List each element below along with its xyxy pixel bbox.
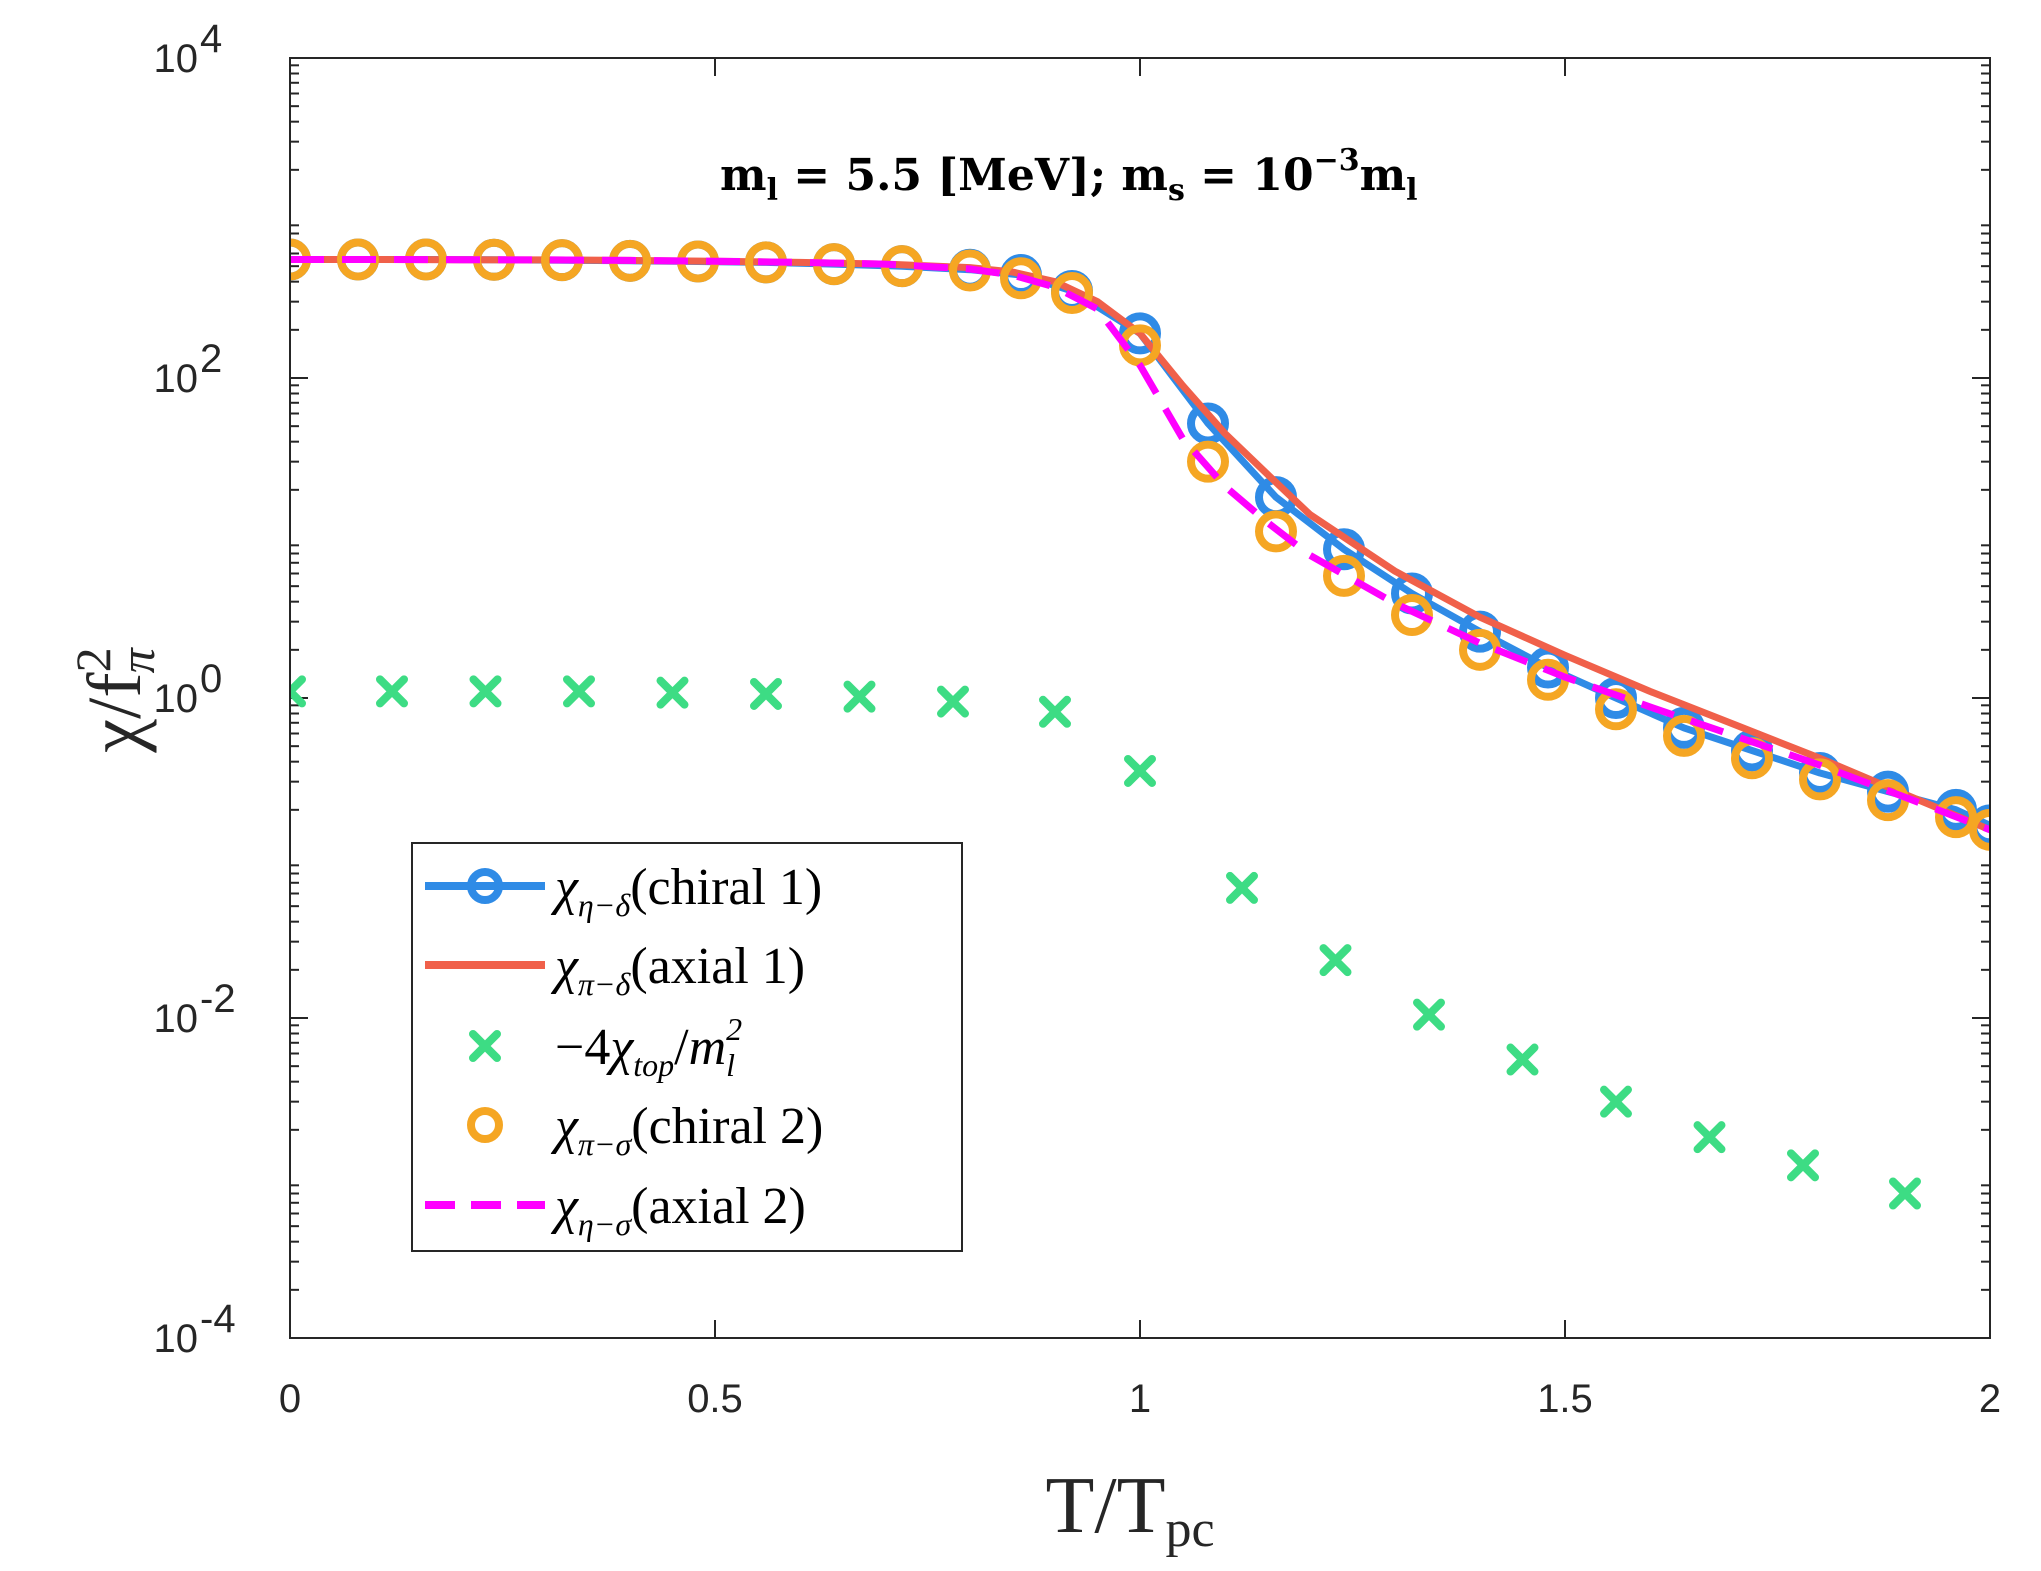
y-tick-exponent: 4 — [200, 17, 222, 61]
legend-entry-chi-eta-sigma: χη−σ(axial 2) — [425, 1178, 806, 1242]
y-tick-exponent: 2 — [200, 337, 222, 381]
x-tick-label: 0 — [279, 1377, 301, 1421]
data-point — [1051, 271, 1093, 314]
data-point — [1187, 440, 1229, 483]
minor-ticks — [290, 64, 1990, 1291]
y-tick-label: 10 — [154, 37, 199, 81]
x-tick-label: 1 — [1129, 1377, 1151, 1421]
y-tick-label: 10 — [154, 997, 199, 1041]
x-tick-label: 2 — [1979, 1377, 2001, 1421]
data-point — [1323, 554, 1365, 597]
data-point — [1391, 594, 1433, 637]
data-point — [1319, 944, 1352, 977]
data-point — [1187, 402, 1229, 445]
data-point — [1787, 1149, 1819, 1182]
legend-entry-chi-pi-sigma: χπ−σ(chiral 2) — [467, 1098, 823, 1162]
legend-entry-chi-top: −4χtop/m2 l — [469, 1011, 742, 1083]
data-point — [1889, 1177, 1921, 1210]
y-tick-label: 10 — [154, 1317, 199, 1361]
data-point — [1413, 998, 1445, 1031]
data-point — [1124, 754, 1156, 787]
y-tick-exponent: 0 — [200, 657, 222, 701]
data-point — [1039, 695, 1071, 728]
data-point — [469, 675, 502, 708]
series-line — [290, 256, 1990, 834]
series-2 — [290, 675, 1921, 1210]
y-axis-title: χ/f2π — [65, 646, 165, 753]
data-point — [750, 677, 782, 710]
data-point — [937, 685, 969, 718]
data-point — [1935, 796, 1977, 839]
x-tick-label: 0.5 — [687, 1377, 743, 1421]
series-layer — [290, 238, 1990, 1210]
legend-entry-chi-eta-delta: χη−δ(chiral 1) — [425, 859, 822, 923]
data-point — [1969, 808, 1990, 851]
data-point — [376, 675, 408, 708]
data-point — [1600, 1085, 1632, 1118]
legend-box — [411, 842, 963, 1252]
data-point — [563, 675, 595, 708]
data-point — [1226, 871, 1258, 904]
svg-text:χπ−σ(chiral 2): χπ−σ(chiral 2) — [550, 1098, 823, 1162]
svg-text:−4χtop/m2l: −4χtop/m2 l — [555, 1011, 742, 1083]
data-point — [1506, 1043, 1539, 1076]
data-point — [1663, 714, 1705, 757]
y-tick-label: 10 — [154, 677, 199, 721]
data-point — [1255, 510, 1297, 553]
y-tick-label: 10 — [154, 357, 199, 401]
y-tick-exponent: -4 — [200, 1297, 236, 1341]
mass-annotation: ml = 5.5 [MeV]; ms = 10−3ml — [720, 143, 1418, 208]
x-axis-title: T/Tpc — [1045, 1462, 1214, 1558]
legend-entry-chi-pi-delta: χπ−δ(axial 1) — [425, 938, 805, 1002]
x-tick-label: 1.5 — [1537, 1377, 1593, 1421]
data-point — [1693, 1121, 1726, 1154]
data-point — [290, 675, 306, 708]
series-4 — [290, 256, 1990, 834]
svg-text:χη−σ(axial 2): χη−σ(axial 2) — [550, 1178, 806, 1242]
x-tick-labels: 0 0.5 1 1.5 2 — [279, 1377, 2001, 1421]
data-point — [656, 676, 689, 709]
plot-frame — [289, 57, 1991, 1339]
data-point — [843, 680, 876, 713]
y-tick-exponent: -2 — [200, 977, 236, 1021]
data-point — [1000, 257, 1042, 300]
svg-text:χη−δ(chiral 1): χη−δ(chiral 1) — [550, 859, 822, 923]
legend: χη−δ(chiral 1) χπ−δ(axial 1) −4χtop/m2 l … — [411, 842, 963, 1252]
svg-text:χπ−δ(axial 1): χπ−δ(axial 1) — [550, 938, 805, 1002]
